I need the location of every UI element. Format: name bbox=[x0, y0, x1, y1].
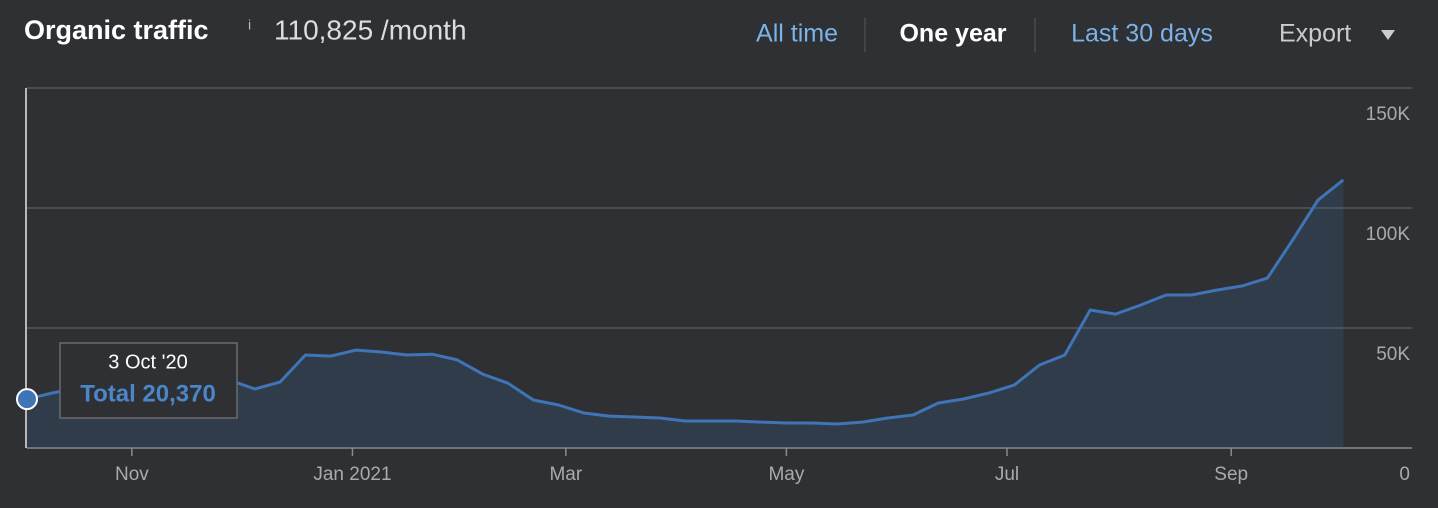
export-button[interactable]: Export bbox=[1279, 20, 1351, 48]
x-tick-label: Sep bbox=[1214, 464, 1248, 485]
tab[interactable]: All time bbox=[756, 20, 838, 48]
tooltip-date: 3 Oct '20 bbox=[108, 351, 187, 373]
info-icon[interactable]: i bbox=[248, 17, 251, 33]
y-tick-label: 100K bbox=[1366, 224, 1411, 245]
tooltip-value: Total 20,370 bbox=[80, 380, 216, 407]
x-tick-label: Nov bbox=[115, 464, 149, 485]
x-tick-label: May bbox=[768, 464, 804, 485]
tab[interactable]: Last 30 days bbox=[1071, 20, 1213, 48]
x-tick-label: Mar bbox=[549, 464, 582, 485]
tab-active[interactable]: One year bbox=[899, 20, 1006, 48]
plot: 0 50K 100K 150K Nov Jan 2021 Mar May Jul Sep 3 Oct… bbox=[16, 87, 1412, 485]
x-tick-label: Jan 2021 bbox=[313, 464, 391, 485]
area bbox=[27, 179, 1344, 448]
line bbox=[26, 178, 1345, 426]
tooltip-box bbox=[59, 342, 238, 419]
x-tick-label: Jul bbox=[995, 464, 1019, 485]
y-tick-label: 50K bbox=[1376, 344, 1410, 365]
y-tick-label: 150K bbox=[1366, 104, 1411, 125]
title: Organic traffic bbox=[24, 15, 209, 45]
y-tick-label: 0 bbox=[1399, 464, 1410, 485]
summary: 110,825 /month bbox=[274, 14, 467, 45]
dropdown-arrow[interactable] bbox=[1381, 30, 1395, 40]
hover-marker bbox=[16, 388, 38, 411]
